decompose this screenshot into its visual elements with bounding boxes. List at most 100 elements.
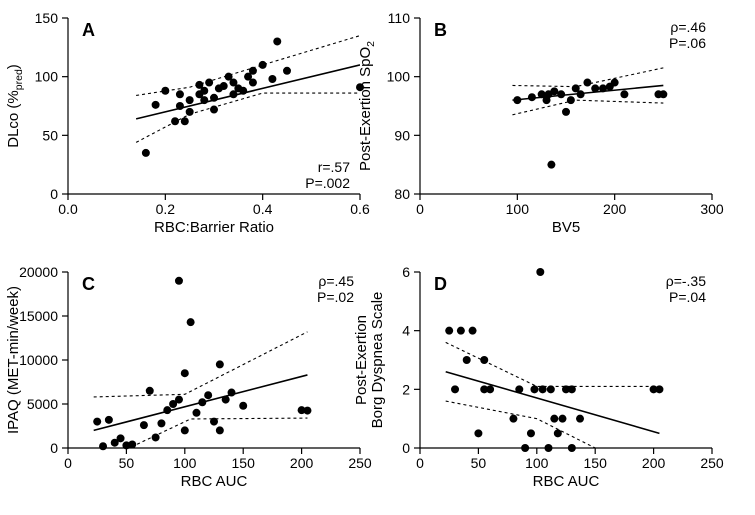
data-point xyxy=(249,67,257,75)
svg-text:200: 200 xyxy=(642,455,666,471)
xlabel: BV5 xyxy=(552,219,580,236)
panel-A: 0.00.20.40.6050100150RBC:Barrier RatioDL… xyxy=(5,10,370,236)
data-point xyxy=(200,96,208,104)
svg-text:4: 4 xyxy=(402,323,410,339)
data-point xyxy=(142,149,150,157)
data-point xyxy=(249,79,257,87)
svg-text:100: 100 xyxy=(506,201,530,217)
data-point xyxy=(175,396,183,404)
data-point xyxy=(161,87,169,95)
data-point xyxy=(530,385,538,393)
data-point xyxy=(259,61,267,69)
xlabel: RBC:Barrier Ratio xyxy=(154,219,274,236)
data-point xyxy=(268,75,276,83)
data-point xyxy=(544,444,552,452)
data-point xyxy=(216,360,224,368)
data-point xyxy=(175,277,183,285)
svg-text:250: 250 xyxy=(348,455,372,471)
data-point xyxy=(187,318,195,326)
data-point xyxy=(186,108,194,116)
data-point xyxy=(140,421,148,429)
svg-text:80: 80 xyxy=(394,186,410,202)
svg-text:0: 0 xyxy=(402,440,410,456)
panel-letter: D xyxy=(434,274,447,294)
data-point xyxy=(198,398,206,406)
data-point xyxy=(303,407,311,415)
data-point xyxy=(469,327,477,335)
data-point xyxy=(547,385,555,393)
ci-lower xyxy=(136,93,360,142)
fit-line xyxy=(446,372,660,434)
data-point xyxy=(583,79,591,87)
data-point xyxy=(186,96,194,104)
stat-r: ρ=.45 xyxy=(318,273,354,289)
panel-C: 05010015020025005000100001500020000RBC A… xyxy=(5,264,372,490)
data-point xyxy=(205,79,213,87)
data-point xyxy=(558,415,566,423)
data-point xyxy=(204,391,212,399)
svg-text:110: 110 xyxy=(388,10,411,26)
data-point xyxy=(527,429,535,437)
panel-letter: A xyxy=(82,20,95,40)
svg-text:90: 90 xyxy=(394,127,410,143)
svg-text:10000: 10000 xyxy=(19,352,58,368)
svg-text:0.2: 0.2 xyxy=(156,201,176,217)
svg-text:50: 50 xyxy=(42,127,58,143)
ylabel-line1: Post-Exertion xyxy=(353,315,370,405)
data-point xyxy=(451,385,459,393)
ylabel-line2: Borg Dyspnea Scale xyxy=(369,292,386,429)
svg-text:0: 0 xyxy=(50,440,58,456)
svg-text:0.4: 0.4 xyxy=(253,201,273,217)
data-point xyxy=(457,327,465,335)
figure-svg: 0.00.20.40.6050100150RBC:Barrier RatioDL… xyxy=(0,0,755,510)
data-point xyxy=(176,90,184,98)
ci-lower xyxy=(512,100,663,115)
data-point xyxy=(210,418,218,426)
data-point xyxy=(521,444,529,452)
data-point xyxy=(576,415,584,423)
data-point xyxy=(181,369,189,377)
ci-upper xyxy=(446,342,660,386)
data-point xyxy=(228,389,236,397)
data-point xyxy=(620,90,628,98)
xlabel: RBC AUC xyxy=(181,473,248,490)
data-point xyxy=(152,101,160,109)
ylabel: DLco (%pred) xyxy=(5,64,25,148)
data-point xyxy=(567,96,575,104)
data-point xyxy=(445,327,453,335)
xlabel: RBC AUC xyxy=(533,473,600,490)
svg-text:0: 0 xyxy=(50,186,58,202)
svg-text:100: 100 xyxy=(173,455,197,471)
data-point xyxy=(528,93,536,101)
ylabel: IPAQ (MET-min/week) xyxy=(5,286,22,434)
data-point xyxy=(239,87,247,95)
data-point xyxy=(192,409,200,417)
data-point xyxy=(99,442,107,450)
data-point xyxy=(216,426,224,434)
panel-B: 01002003008090100110BV5Post-Exertion SpO… xyxy=(357,10,724,236)
data-point xyxy=(210,94,218,102)
stat-p: P=.002 xyxy=(305,175,350,191)
data-point xyxy=(577,90,585,98)
svg-text:150: 150 xyxy=(232,455,256,471)
data-point xyxy=(550,87,558,95)
svg-text:20000: 20000 xyxy=(19,264,58,280)
data-point xyxy=(181,426,189,434)
data-point xyxy=(93,418,101,426)
stat-r: r=.57 xyxy=(318,159,351,175)
data-point xyxy=(200,87,208,95)
scatter-figure: 0.00.20.40.6050100150RBC:Barrier RatioDL… xyxy=(0,0,755,510)
svg-text:0: 0 xyxy=(64,455,72,471)
svg-text:5000: 5000 xyxy=(27,396,58,412)
data-point xyxy=(220,82,228,90)
ylabel: Post-Exertion SpO2 xyxy=(357,41,377,171)
ci-upper xyxy=(136,36,360,96)
svg-text:0.6: 0.6 xyxy=(350,201,370,217)
data-point xyxy=(128,440,136,448)
data-point xyxy=(463,356,471,364)
data-point xyxy=(210,106,218,114)
data-point xyxy=(176,102,184,110)
data-point xyxy=(222,396,230,404)
data-point xyxy=(474,429,482,437)
data-point xyxy=(599,84,607,92)
